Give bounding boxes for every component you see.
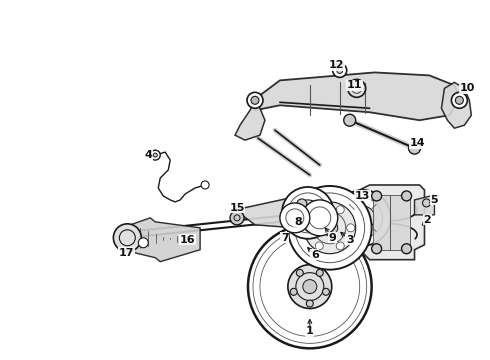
Circle shape (248, 225, 371, 348)
Text: 4: 4 (145, 150, 152, 160)
Circle shape (333, 63, 347, 77)
Polygon shape (372, 195, 410, 250)
Circle shape (230, 211, 244, 225)
Circle shape (455, 96, 464, 104)
Circle shape (201, 181, 209, 189)
Circle shape (247, 92, 263, 108)
Circle shape (335, 190, 391, 246)
Text: 16: 16 (179, 235, 195, 245)
Circle shape (297, 199, 307, 209)
Circle shape (288, 186, 371, 270)
Circle shape (348, 80, 366, 97)
Text: 9: 9 (329, 233, 337, 243)
Polygon shape (235, 100, 265, 140)
Circle shape (288, 265, 332, 309)
Circle shape (347, 224, 355, 232)
Circle shape (322, 288, 329, 295)
Polygon shape (235, 198, 310, 228)
Text: 11: 11 (347, 80, 363, 90)
Circle shape (451, 92, 467, 108)
Polygon shape (130, 218, 200, 262)
Text: 15: 15 (229, 203, 245, 213)
Circle shape (401, 244, 412, 254)
Text: 14: 14 (410, 138, 425, 148)
Text: 7: 7 (281, 233, 289, 243)
Circle shape (401, 191, 412, 201)
Circle shape (296, 269, 303, 276)
Circle shape (282, 187, 334, 239)
Circle shape (285, 213, 295, 223)
Circle shape (315, 242, 323, 250)
Circle shape (113, 224, 141, 252)
Circle shape (322, 220, 338, 236)
Circle shape (337, 67, 343, 73)
Circle shape (371, 244, 382, 254)
Polygon shape (415, 195, 435, 215)
Circle shape (409, 142, 420, 154)
Circle shape (305, 224, 313, 232)
Circle shape (306, 300, 313, 307)
Text: 17: 17 (119, 248, 134, 258)
Polygon shape (250, 72, 460, 120)
Circle shape (251, 96, 259, 104)
Polygon shape (441, 82, 471, 128)
Circle shape (315, 206, 323, 214)
Circle shape (351, 206, 375, 230)
Text: 5: 5 (431, 195, 438, 205)
Text: 10: 10 (460, 84, 475, 93)
Circle shape (422, 199, 431, 207)
Circle shape (336, 206, 344, 214)
Circle shape (343, 114, 356, 126)
Circle shape (290, 288, 297, 295)
Circle shape (316, 269, 323, 276)
Text: 6: 6 (311, 250, 319, 260)
Circle shape (303, 280, 317, 293)
Circle shape (304, 202, 356, 254)
Circle shape (295, 200, 321, 226)
Text: 13: 13 (355, 191, 370, 201)
Text: 1: 1 (306, 327, 314, 336)
Circle shape (302, 200, 338, 236)
Circle shape (138, 238, 148, 248)
Text: 2: 2 (424, 215, 431, 225)
Circle shape (280, 203, 310, 233)
Circle shape (336, 242, 344, 250)
Circle shape (153, 153, 157, 157)
Polygon shape (360, 185, 424, 260)
Circle shape (371, 191, 382, 201)
Text: 3: 3 (346, 235, 353, 245)
Circle shape (150, 150, 160, 160)
Text: 8: 8 (294, 217, 302, 227)
Text: 12: 12 (329, 60, 344, 71)
